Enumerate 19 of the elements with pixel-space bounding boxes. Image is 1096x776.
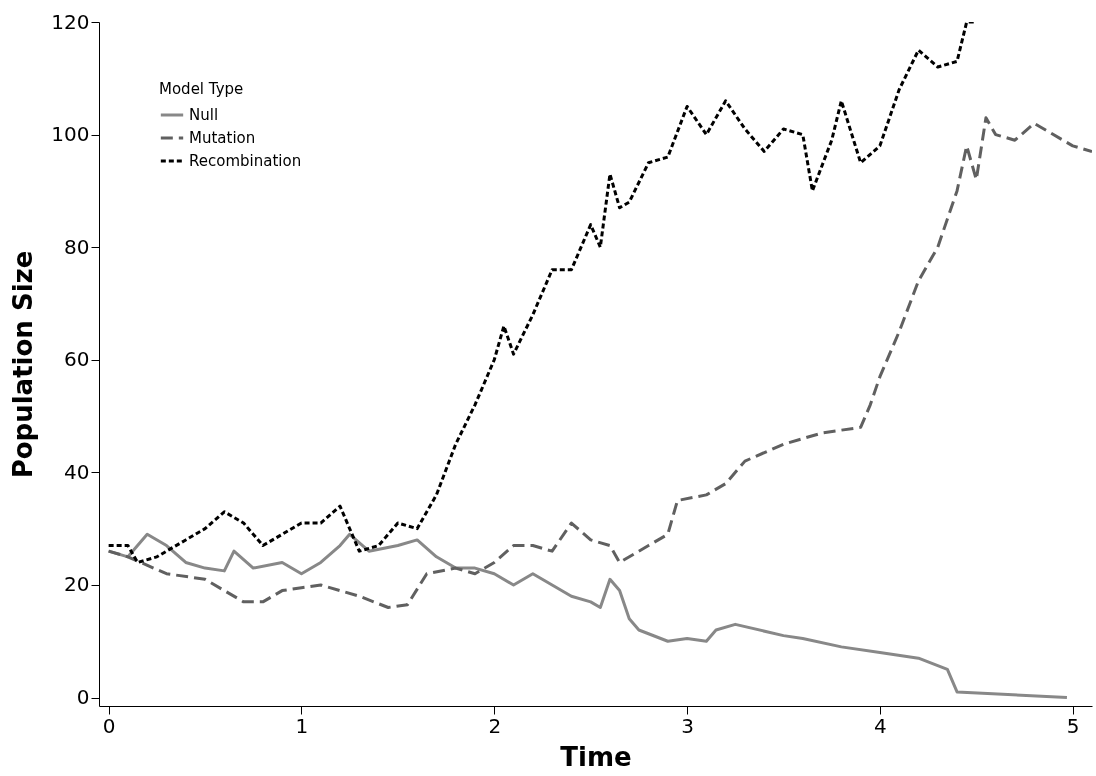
y-tick-label: 60: [64, 347, 90, 372]
y-tick-label: 20: [64, 572, 90, 597]
x-tick-label: 2: [488, 713, 502, 738]
x-axis-title: Time: [560, 741, 632, 772]
y-tick-label: 0: [76, 685, 90, 710]
y-tick-label: 80: [64, 234, 90, 259]
legend-label: Mutation: [189, 129, 256, 147]
x-tick-label: 0: [102, 713, 116, 738]
y-tick-label: 100: [51, 122, 90, 147]
y-tick-label: 120: [51, 9, 90, 34]
legend-label: Recombination: [189, 152, 302, 170]
legend-label: Null: [189, 106, 219, 124]
x-tick-label: 4: [874, 713, 887, 738]
x-tick-label: 5: [1066, 713, 1080, 738]
y-tick-label: 40: [64, 459, 90, 484]
y-axis-title: Population Size: [8, 250, 39, 479]
legend-title: Model Type: [159, 80, 244, 98]
x-tick-label: 1: [295, 713, 309, 738]
x-tick-label: 3: [681, 713, 694, 738]
